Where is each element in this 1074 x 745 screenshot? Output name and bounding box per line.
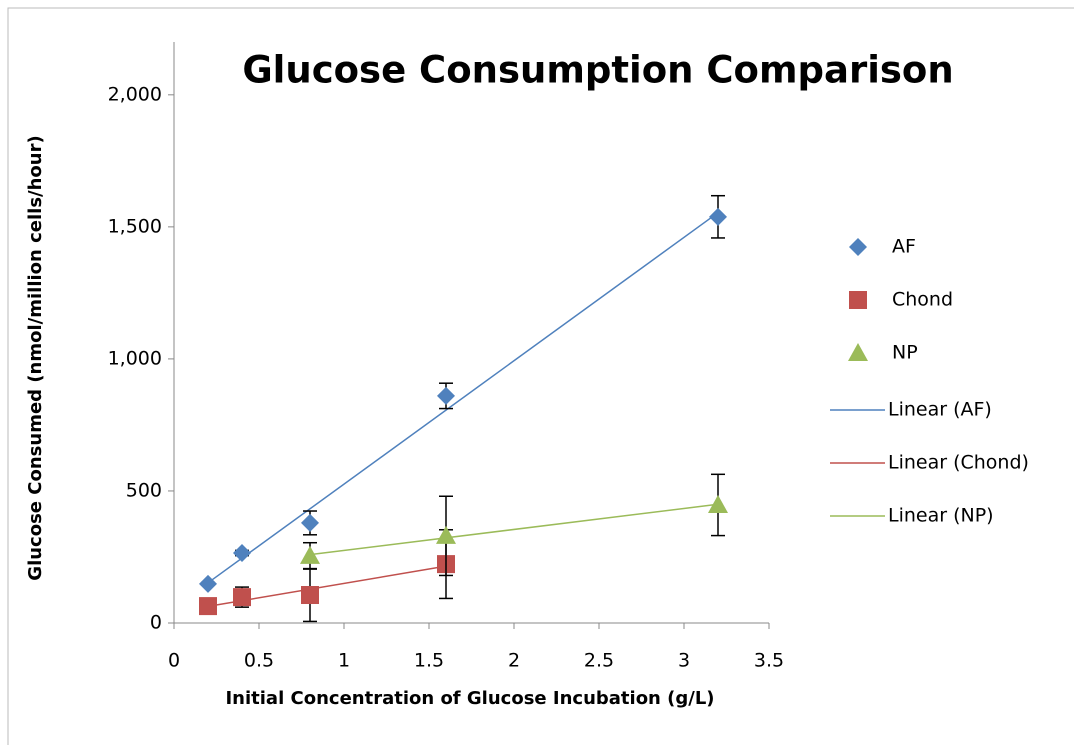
chart-title: Glucose Consumption Comparison (242, 49, 953, 92)
y-tick-label: 1,500 (108, 215, 162, 237)
x-axis-label: Initial Concentration of Glucose Incubat… (225, 688, 714, 709)
legend-label: Linear (AF) (888, 399, 992, 421)
marker (233, 588, 251, 607)
legend-label: Linear (NP) (888, 505, 994, 527)
x-tick-label: 1.5 (414, 650, 444, 672)
y-tick-label: 500 (126, 479, 162, 501)
chart-border (7, 7, 1074, 745)
legend-label: NP (892, 342, 918, 364)
marker (301, 513, 319, 532)
marker (709, 207, 727, 226)
x-tick-label: 2 (508, 650, 520, 672)
y-axis-label: Glucose Consumed (nmol/million cells/hou… (25, 135, 46, 580)
legend-label: Chond (892, 289, 953, 311)
x-tick-label: 3.5 (754, 650, 784, 672)
marker (437, 386, 455, 405)
legend-label: AF (892, 236, 916, 258)
x-tick-label: 1 (338, 650, 350, 672)
marker (233, 544, 251, 563)
x-tick-label: 2.5 (584, 650, 614, 672)
legend-label: Linear (Chond) (888, 452, 1029, 474)
marker (199, 597, 217, 616)
x-tick-label: 0.5 (244, 650, 274, 672)
x-tick-label: 0 (168, 650, 180, 672)
trendline (309, 503, 719, 556)
y-tick-label: 2,000 (108, 83, 162, 105)
y-tick-label: 0 (150, 612, 162, 634)
y-tick-label: 1,000 (108, 347, 162, 369)
legend-marker (849, 291, 867, 309)
marker (708, 494, 728, 513)
marker (436, 525, 456, 544)
marker (301, 586, 319, 605)
trendline (207, 212, 719, 584)
marker (199, 574, 217, 593)
marker (300, 545, 320, 564)
legend-marker (849, 238, 867, 256)
x-tick-label: 3 (678, 650, 690, 672)
legend-marker (848, 343, 868, 361)
